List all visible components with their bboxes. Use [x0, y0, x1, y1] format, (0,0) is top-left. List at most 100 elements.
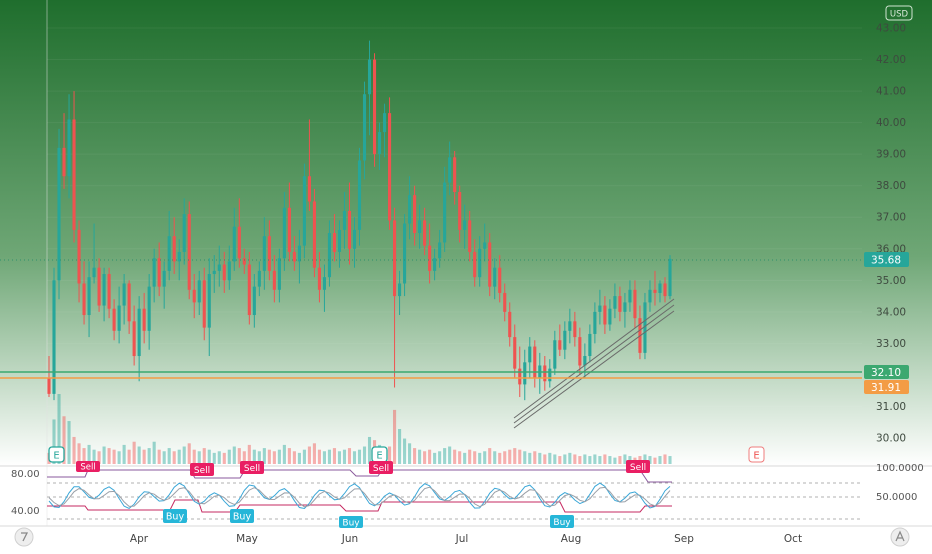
timezone-button[interactable] — [14, 527, 34, 547]
volume-bar — [262, 448, 266, 464]
candle-body — [372, 59, 377, 155]
candle-body — [227, 261, 231, 281]
sell-signal-bg — [626, 460, 650, 473]
volume-bar — [182, 446, 186, 464]
candle — [458, 185, 462, 243]
auto-scale-icon — [895, 530, 905, 542]
volume-bar — [613, 457, 617, 464]
candle — [668, 255, 672, 300]
volume-bar — [167, 448, 171, 464]
y-tick-label: 33.00 — [876, 338, 906, 350]
candle-body — [498, 267, 502, 293]
candle — [187, 201, 191, 300]
candle-body — [478, 248, 482, 278]
volume-bar — [367, 436, 372, 464]
buy-signal-bg — [339, 516, 363, 528]
buy-signal[interactable]: Buy — [550, 515, 574, 528]
candle — [563, 321, 567, 360]
candle-body — [127, 283, 131, 322]
candle — [588, 324, 592, 363]
sell-signal[interactable]: Sell — [240, 461, 264, 474]
buy-signal[interactable]: Buy — [230, 509, 254, 523]
sell-signal-text: Sell — [244, 464, 260, 474]
sell-signal[interactable]: Sell — [369, 461, 393, 474]
candle-body — [297, 245, 301, 262]
auto-scale-button[interactable] — [890, 527, 910, 547]
buy-signal-bg — [550, 515, 574, 528]
candle-body — [548, 368, 552, 382]
y-tick-label: 35.00 — [876, 275, 906, 287]
candle — [443, 166, 447, 252]
candle — [513, 324, 517, 379]
volume-bar — [132, 441, 136, 464]
buy-signal-bg — [163, 509, 187, 523]
volume-bar — [277, 449, 281, 464]
candle — [92, 223, 96, 284]
candle — [127, 280, 131, 334]
sell-signal-text: Sell — [80, 463, 95, 473]
volume-bar — [618, 456, 622, 464]
buy-signal-text: Buy — [553, 518, 571, 528]
earnings-marker[interactable]: E — [48, 446, 65, 463]
buy-signal[interactable]: Buy — [163, 509, 187, 523]
sell-signal[interactable]: Sell — [626, 460, 650, 473]
auto-scale-circle — [890, 527, 910, 547]
candle-body — [603, 305, 607, 325]
buy-signal-text: Buy — [166, 512, 185, 523]
volume-bar — [297, 452, 301, 464]
candle-body — [47, 378, 51, 394]
currency-button[interactable]: USD — [885, 5, 913, 21]
candle — [433, 248, 437, 281]
volume-bar — [197, 451, 201, 464]
volume-bar — [563, 454, 567, 464]
earnings-marker[interactable]: E — [371, 446, 388, 463]
candle — [428, 223, 432, 284]
trend-channel-line — [513, 298, 675, 419]
candle-body — [72, 119, 76, 230]
upcoming-earnings-marker[interactable]: E — [748, 446, 765, 463]
volume-bar — [307, 446, 311, 464]
candle-body — [423, 220, 427, 246]
volume-bar — [463, 452, 467, 464]
candle-body — [257, 270, 261, 287]
candle-body — [418, 220, 422, 234]
sell-signal[interactable]: Sell — [190, 463, 214, 476]
candle-body — [508, 311, 512, 338]
candle — [162, 261, 166, 309]
volume-bar — [157, 449, 161, 464]
buy-signal-bg — [230, 509, 254, 523]
earnings-marker-frame — [48, 446, 65, 463]
volume-bar — [147, 448, 151, 464]
volume-bar — [553, 454, 557, 464]
candle — [302, 163, 306, 259]
timezone-circle — [14, 527, 34, 547]
candle — [232, 207, 236, 271]
candle-body — [167, 236, 171, 271]
orange-level-tag: 31.91 — [864, 380, 909, 394]
osc-secondary-line — [48, 486, 671, 508]
signals: Sell Sell Sell Sell Sell Buy — [76, 460, 650, 529]
volume-bar — [322, 451, 326, 464]
volume-bar — [598, 456, 602, 464]
candle-body — [543, 365, 547, 382]
y-tick-label: 39.00 — [876, 149, 906, 161]
candle — [52, 267, 56, 401]
sell-signal[interactable]: Sell — [76, 461, 100, 473]
candle-body — [152, 258, 156, 287]
volume-bar — [648, 456, 652, 464]
candle-body — [377, 132, 382, 155]
candle — [362, 81, 367, 180]
candle — [72, 91, 76, 243]
volume-bar — [498, 452, 502, 464]
last-price-tag: 35.68 — [864, 252, 909, 267]
candle-body — [282, 207, 286, 259]
candle — [398, 270, 402, 316]
volume-bar — [362, 446, 367, 464]
candle-body — [232, 226, 236, 262]
candle — [352, 217, 357, 268]
volume-bar — [242, 451, 246, 464]
candle-body — [628, 289, 632, 303]
buy-signal[interactable]: Buy — [339, 516, 363, 529]
candle-body — [503, 292, 507, 312]
volume-bar — [257, 451, 261, 464]
